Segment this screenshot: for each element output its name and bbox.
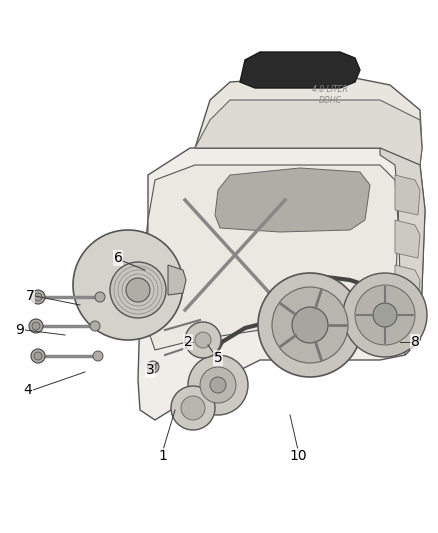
- Circle shape: [150, 364, 156, 370]
- Polygon shape: [148, 165, 398, 350]
- Text: 6: 6: [113, 251, 123, 265]
- Circle shape: [90, 321, 100, 331]
- Text: 7: 7: [26, 289, 34, 303]
- Polygon shape: [215, 168, 370, 232]
- Polygon shape: [195, 75, 422, 165]
- Circle shape: [29, 319, 43, 333]
- Circle shape: [195, 332, 211, 348]
- Circle shape: [292, 307, 328, 343]
- Circle shape: [126, 278, 150, 302]
- Circle shape: [73, 230, 183, 340]
- Circle shape: [373, 303, 397, 327]
- Circle shape: [171, 386, 215, 430]
- Polygon shape: [168, 265, 186, 295]
- Text: 4.0 LITER
DOHC: 4.0 LITER DOHC: [312, 85, 348, 104]
- Circle shape: [185, 322, 221, 358]
- Text: 1: 1: [159, 449, 167, 463]
- Circle shape: [188, 355, 248, 415]
- Circle shape: [200, 367, 236, 403]
- Circle shape: [355, 285, 415, 345]
- Circle shape: [258, 273, 362, 377]
- Polygon shape: [395, 220, 420, 258]
- Text: 8: 8: [410, 335, 420, 349]
- Circle shape: [95, 292, 105, 302]
- Text: 9: 9: [16, 323, 25, 337]
- Circle shape: [181, 396, 205, 420]
- Circle shape: [210, 377, 226, 393]
- Polygon shape: [395, 265, 420, 303]
- Text: 2: 2: [184, 335, 192, 349]
- Circle shape: [32, 322, 40, 330]
- Polygon shape: [138, 148, 425, 420]
- Text: 4: 4: [24, 383, 32, 397]
- Circle shape: [110, 262, 166, 318]
- Polygon shape: [380, 148, 425, 355]
- Circle shape: [147, 361, 159, 373]
- Circle shape: [343, 273, 427, 357]
- Polygon shape: [395, 175, 420, 215]
- Circle shape: [34, 293, 42, 301]
- Circle shape: [272, 287, 348, 363]
- Text: 5: 5: [214, 351, 223, 365]
- Circle shape: [93, 351, 103, 361]
- Polygon shape: [195, 100, 422, 165]
- Circle shape: [31, 290, 45, 304]
- Text: 3: 3: [145, 363, 154, 377]
- Text: 10: 10: [289, 449, 307, 463]
- Circle shape: [31, 349, 45, 363]
- Polygon shape: [240, 52, 360, 88]
- Circle shape: [34, 352, 42, 360]
